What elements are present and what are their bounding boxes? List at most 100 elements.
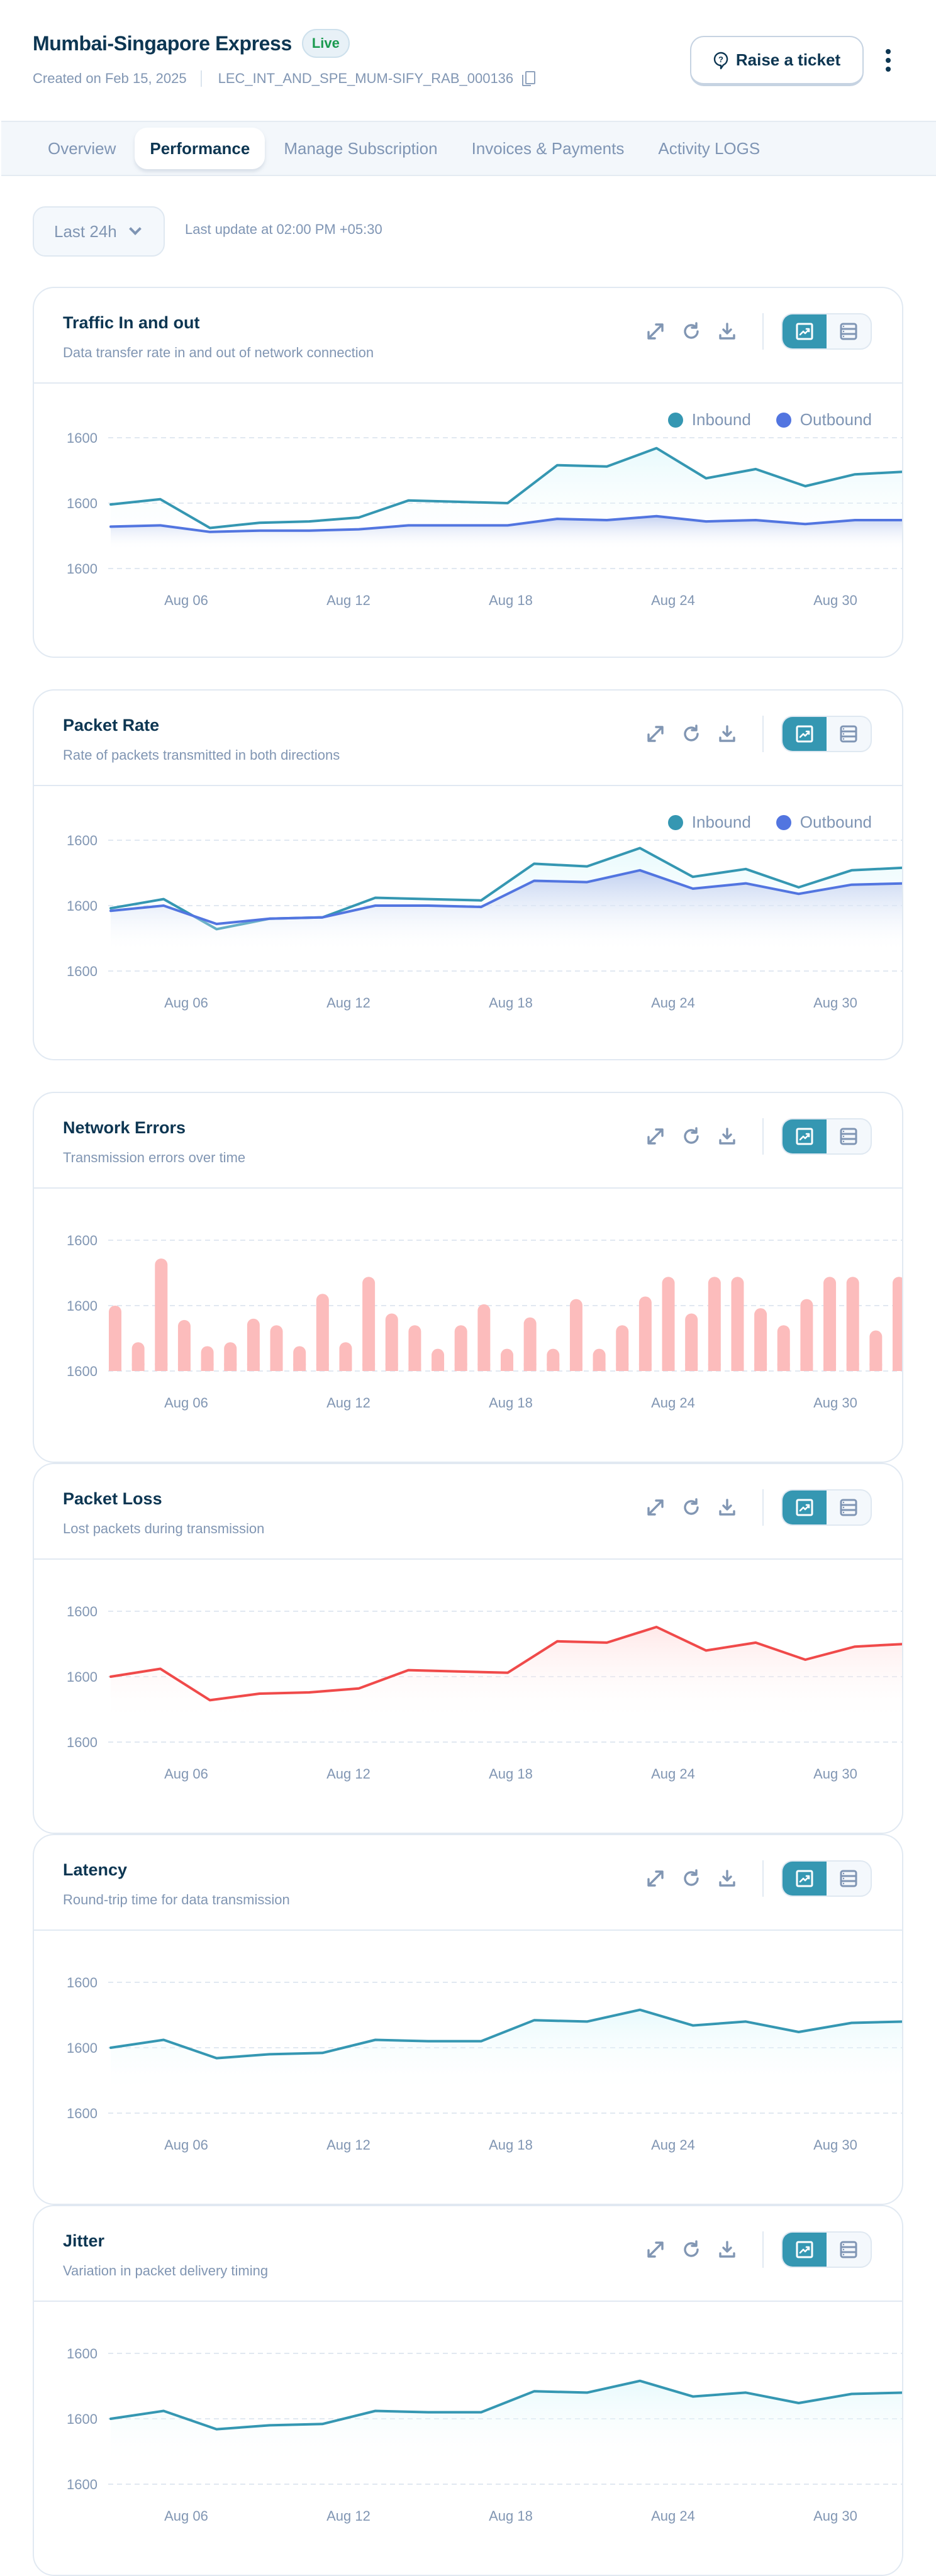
legend-dot-icon: [776, 814, 791, 830]
chart-title: Traffic In and out: [63, 313, 200, 332]
x-tick-label: Aug 18: [489, 2137, 533, 2153]
y-tick-label: 1600: [67, 1669, 98, 1685]
download-icon[interactable]: [715, 1124, 740, 1149]
download-icon[interactable]: [715, 1495, 740, 1520]
x-tick-label: Aug 12: [326, 1395, 370, 1411]
refresh-icon[interactable]: [679, 1124, 704, 1149]
chart-card-header: Network Errors Transmission errors over …: [34, 1093, 902, 1189]
expand-icon[interactable]: [643, 1866, 668, 1891]
tab-activity-logs[interactable]: Activity LOGS: [658, 138, 760, 158]
table-view-button[interactable]: [827, 1119, 871, 1153]
expand-icon[interactable]: [643, 1495, 668, 1520]
error-bar: [869, 1330, 883, 1371]
x-tick-label: Aug 12: [326, 2137, 370, 2153]
table-view-button[interactable]: [827, 717, 871, 751]
error-bar-base: [155, 1363, 168, 1371]
tab-manage-subscription[interactable]: Manage Subscription: [284, 138, 438, 158]
error-bar-base: [477, 1363, 491, 1371]
chart-toolbar: [632, 716, 872, 752]
x-tick-label: Aug 18: [489, 1766, 533, 1782]
chart-view-button[interactable]: [783, 717, 827, 751]
chart-view-button[interactable]: [783, 1491, 827, 1524]
expand-icon[interactable]: [643, 319, 668, 344]
refresh-icon[interactable]: [679, 319, 704, 344]
refresh-icon[interactable]: [679, 1495, 704, 1520]
legend-item-outbound[interactable]: Outbound: [776, 813, 872, 832]
copy-icon[interactable]: [522, 71, 536, 86]
view-toggle: [781, 1860, 872, 1897]
error-bar: [247, 1318, 260, 1371]
download-icon[interactable]: [715, 721, 740, 747]
x-tick-label: Aug 18: [489, 1395, 533, 1411]
expand-icon[interactable]: [643, 1124, 668, 1149]
page-header: Mumbai-Singapore Express Live Created on…: [0, 0, 936, 119]
error-bar: [316, 1294, 329, 1371]
chart-svg: 1600 1600 1600 Aug 06 Aug 12 Aug 18 Aug 24 Aug …: [67, 1604, 902, 1782]
legend-label: Outbound: [800, 410, 872, 429]
expand-icon[interactable]: [643, 721, 668, 747]
legend-dot-icon: [667, 412, 683, 428]
chart-title: Latency: [63, 1860, 128, 1879]
chart-svg: 1600 1600 1600 Aug 06 Aug 12 Aug 18 Aug 24 Aug …: [67, 1975, 902, 2153]
x-tick-label: Aug 30: [813, 2137, 857, 2153]
expand-icon[interactable]: [643, 2237, 668, 2262]
chart-title: Network Errors: [63, 1118, 186, 1137]
refresh-icon[interactable]: [679, 1866, 704, 1891]
error-bar: [708, 1277, 721, 1371]
tab-performance[interactable]: Performance: [135, 128, 265, 169]
chart-view-button[interactable]: [783, 2233, 827, 2267]
refresh-icon[interactable]: [679, 2237, 704, 2262]
table-view-button[interactable]: [827, 1491, 871, 1524]
error-bar: [616, 1325, 629, 1371]
error-bar-base: [339, 1363, 352, 1371]
x-tick-label: Aug 06: [164, 995, 208, 1011]
refresh-icon[interactable]: [679, 721, 704, 747]
error-bar-base: [616, 1363, 629, 1371]
more-options-icon[interactable]: [881, 49, 896, 72]
error-bar: [155, 1258, 168, 1371]
x-tick-label: Aug 18: [489, 995, 533, 1011]
chart-legend: Inbound Outbound: [667, 410, 872, 430]
error-bar-base: [454, 1363, 467, 1371]
download-icon[interactable]: [715, 2237, 740, 2262]
download-icon[interactable]: [715, 1866, 740, 1891]
time-range-select[interactable]: Last 24h: [33, 206, 165, 257]
chart-view-button[interactable]: [783, 314, 827, 348]
series-line-jitter: [109, 2379, 902, 2431]
chart-svg: 1600 1600 1600 Aug 06 Aug 12 Aug 18 Aug 24 Aug …: [67, 833, 902, 1011]
chart-view-button[interactable]: [783, 1862, 827, 1896]
table-view-button[interactable]: [827, 314, 871, 348]
error-bar: [893, 1277, 902, 1371]
error-bar-base: [754, 1363, 767, 1371]
table-view-button[interactable]: [827, 2233, 871, 2267]
chart-toolbar: [632, 1860, 872, 1897]
chart-subtitle: Data transfer rate in and out of network…: [63, 345, 374, 360]
chart-card-jitter: Jitter Variation in packet delivery timi…: [33, 2205, 903, 2576]
error-bar: [685, 1313, 698, 1371]
error-bar-base: [362, 1363, 376, 1371]
chart-subtitle: Variation in packet delivery timing: [63, 2263, 269, 2279]
error-bar: [477, 1304, 491, 1371]
error-bar: [823, 1277, 837, 1371]
x-tick-label: Aug 18: [489, 2508, 533, 2524]
error-bar-base: [662, 1363, 675, 1371]
error-bar-base: [177, 1363, 191, 1371]
error-bar: [777, 1325, 790, 1371]
x-tick-label: Aug 12: [326, 995, 370, 1011]
x-tick-label: Aug 06: [164, 1395, 208, 1411]
table-view-button[interactable]: [827, 1862, 871, 1896]
toolbar-divider: [762, 1489, 764, 1526]
legend-item-outbound[interactable]: Outbound: [776, 410, 872, 430]
tab-overview[interactable]: Overview: [48, 138, 116, 158]
legend-item-inbound[interactable]: Inbound: [667, 813, 751, 832]
legend-item-inbound[interactable]: Inbound: [667, 410, 751, 430]
chart-subtitle: Round-trip time for data transmission: [63, 1892, 290, 1907]
raise-ticket-button[interactable]: ? Raise a ticket: [690, 36, 864, 86]
download-icon[interactable]: [715, 319, 740, 344]
x-tick-label: Aug 06: [164, 1766, 208, 1782]
chart-toolbar: [632, 1489, 872, 1526]
tab-invoices-payments[interactable]: Invoices & Payments: [471, 138, 625, 158]
chart-view-button[interactable]: [783, 1119, 827, 1153]
error-bar-base: [224, 1363, 237, 1371]
series-line-outbound: [109, 514, 902, 533]
